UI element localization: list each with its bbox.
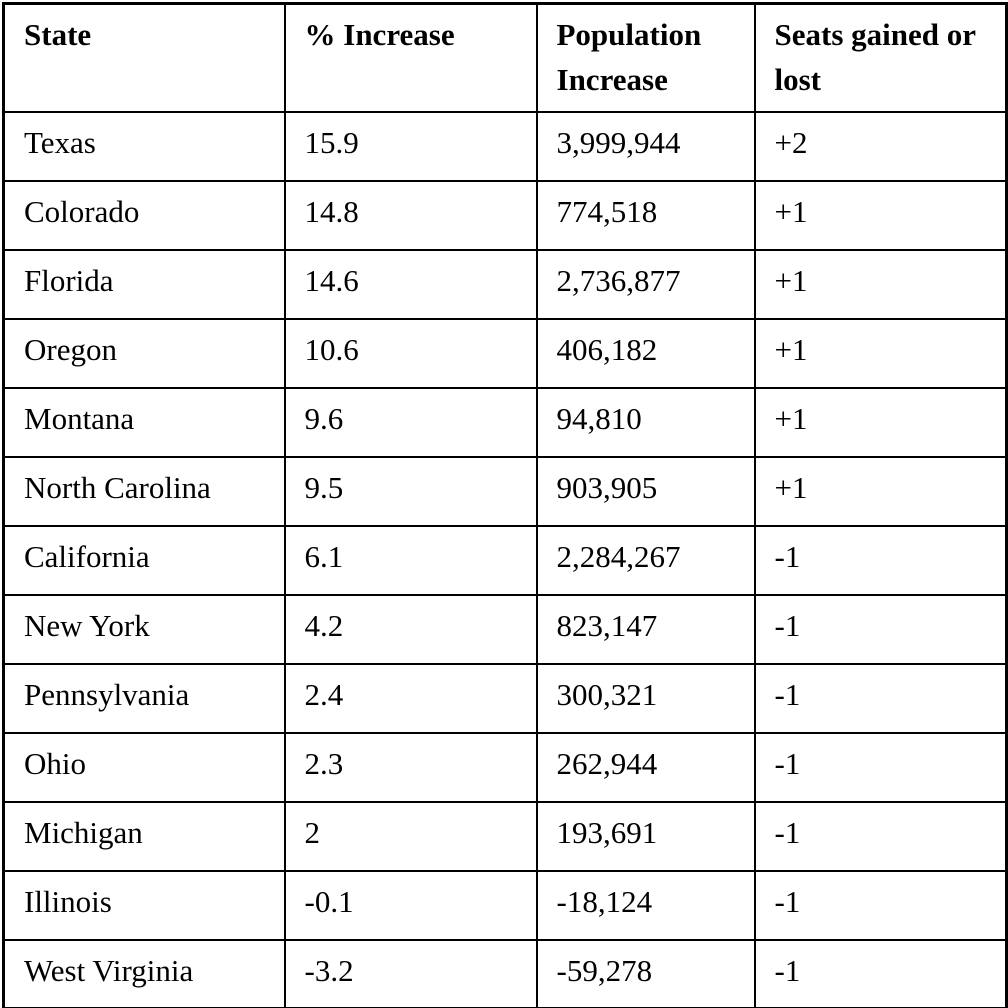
cell-seats: -1 [753, 593, 1008, 665]
table-row: Texas 15.9 3,999,944 +2 [2, 110, 1008, 182]
cell-population-increase: -59,278 [535, 938, 756, 1008]
cell-population-increase: 2,736,877 [535, 248, 756, 320]
cell-population-increase: 406,182 [535, 317, 756, 389]
cell-pct-increase: 9.6 [283, 386, 538, 458]
cell-state: Ohio [2, 731, 286, 803]
table-row: New York 4.2 823,147 -1 [2, 593, 1008, 665]
table-header-row: State % Increase Population Increase Sea… [2, 2, 1008, 113]
cell-seats: +2 [753, 110, 1008, 182]
cell-state: North Carolina [2, 455, 286, 527]
column-header-population-increase: Population Increase [535, 2, 756, 113]
cell-state: West Virginia [2, 938, 286, 1008]
cell-seats: -1 [753, 869, 1008, 941]
cell-pct-increase: 4.2 [283, 593, 538, 665]
cell-pct-increase: 2.3 [283, 731, 538, 803]
table-row: Illinois -0.1 -18,124 -1 [2, 869, 1008, 941]
table-row: Colorado 14.8 774,518 +1 [2, 179, 1008, 251]
cell-state: Colorado [2, 179, 286, 251]
table-row: Florida 14.6 2,736,877 +1 [2, 248, 1008, 320]
cell-pct-increase: 6.1 [283, 524, 538, 596]
cell-pct-increase: 2 [283, 800, 538, 872]
table-row: Ohio 2.3 262,944 -1 [2, 731, 1008, 803]
cell-population-increase: 193,691 [535, 800, 756, 872]
cell-state: Illinois [2, 869, 286, 941]
cell-seats: -1 [753, 662, 1008, 734]
cell-seats: +1 [753, 179, 1008, 251]
cell-state: California [2, 524, 286, 596]
table-row: Pennsylvania 2.4 300,321 -1 [2, 662, 1008, 734]
column-header-state: State [2, 2, 286, 113]
cell-state: Texas [2, 110, 286, 182]
cell-population-increase: 823,147 [535, 593, 756, 665]
cell-state: Michigan [2, 800, 286, 872]
cell-population-increase: 94,810 [535, 386, 756, 458]
table-row: West Virginia -3.2 -59,278 -1 [2, 938, 1008, 1008]
cell-seats: -1 [753, 938, 1008, 1008]
column-header-pct-increase: % Increase [283, 2, 538, 113]
cell-population-increase: 3,999,944 [535, 110, 756, 182]
cell-seats: +1 [753, 248, 1008, 320]
table-row: Michigan 2 193,691 -1 [2, 800, 1008, 872]
cell-state: New York [2, 593, 286, 665]
cell-state: Pennsylvania [2, 662, 286, 734]
cell-seats: +1 [753, 317, 1008, 389]
table-row: Oregon 10.6 406,182 +1 [2, 317, 1008, 389]
cell-state: Montana [2, 386, 286, 458]
cell-pct-increase: -3.2 [283, 938, 538, 1008]
cell-pct-increase: 15.9 [283, 110, 538, 182]
cell-seats: +1 [753, 455, 1008, 527]
cell-population-increase: 774,518 [535, 179, 756, 251]
table-row: California 6.1 2,284,267 -1 [2, 524, 1008, 596]
cell-state: Florida [2, 248, 286, 320]
cell-population-increase: 262,944 [535, 731, 756, 803]
cell-seats: +1 [753, 386, 1008, 458]
cell-seats: -1 [753, 800, 1008, 872]
cell-population-increase: 903,905 [535, 455, 756, 527]
cell-seats: -1 [753, 524, 1008, 596]
cell-pct-increase: 14.8 [283, 179, 538, 251]
cell-pct-increase: 2.4 [283, 662, 538, 734]
cell-population-increase: -18,124 [535, 869, 756, 941]
cell-seats: -1 [753, 731, 1008, 803]
cell-pct-increase: 10.6 [283, 317, 538, 389]
cell-population-increase: 300,321 [535, 662, 756, 734]
cell-pct-increase: 14.6 [283, 248, 538, 320]
cell-pct-increase: 9.5 [283, 455, 538, 527]
table-row: North Carolina 9.5 903,905 +1 [2, 455, 1008, 527]
cell-state: Oregon [2, 317, 286, 389]
column-header-seats: Seats gained or lost [753, 2, 1008, 113]
cell-pct-increase: -0.1 [283, 869, 538, 941]
cell-population-increase: 2,284,267 [535, 524, 756, 596]
table-row: Montana 9.6 94,810 +1 [2, 386, 1008, 458]
